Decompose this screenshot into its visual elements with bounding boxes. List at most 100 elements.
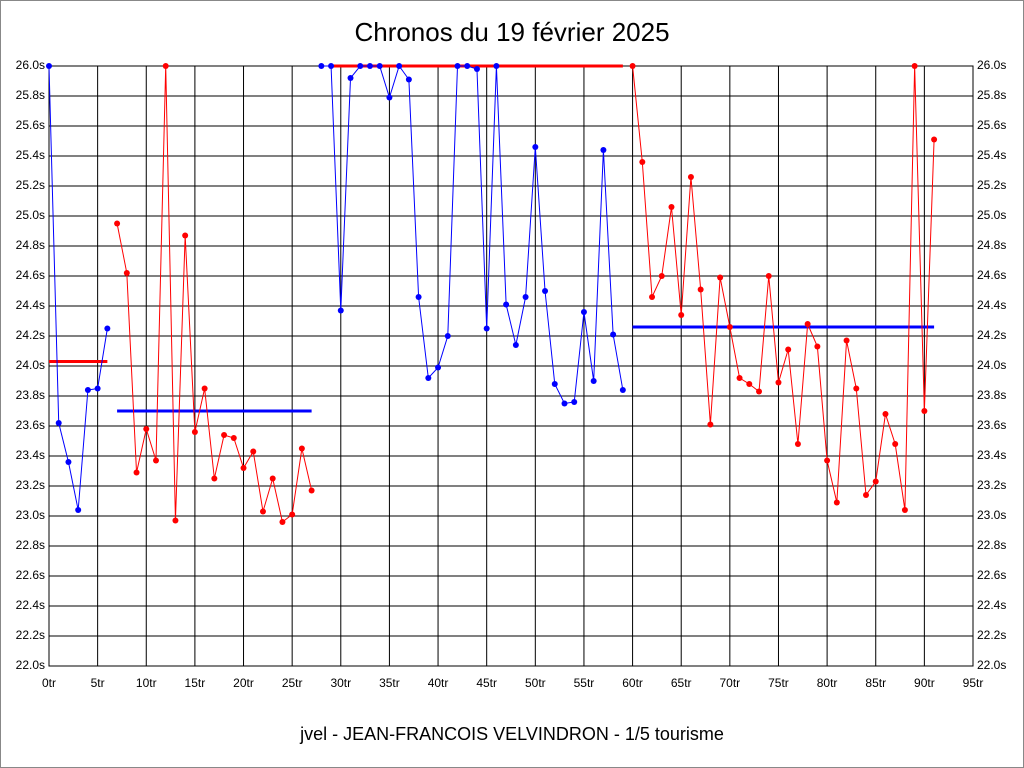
y-tick-label: 24.4s xyxy=(16,298,45,312)
data-point xyxy=(473,66,480,72)
data-point xyxy=(143,426,150,432)
data-point xyxy=(911,63,918,69)
data-point xyxy=(366,63,373,69)
data-point xyxy=(435,364,442,371)
data-point xyxy=(717,274,724,281)
x-tick-label: 15tr xyxy=(185,676,206,690)
x-tick-label: 5tr xyxy=(91,676,105,690)
data-point xyxy=(697,286,704,293)
data-point xyxy=(736,375,743,381)
y-tick-label: 22.6s xyxy=(16,568,45,582)
data-point xyxy=(357,63,364,69)
data-point xyxy=(921,408,928,414)
data-point xyxy=(172,517,179,524)
data-point xyxy=(298,445,305,452)
y-tick-label: 25.4s xyxy=(16,148,45,162)
data-point xyxy=(901,507,908,513)
data-point xyxy=(396,63,403,69)
data-point xyxy=(542,288,549,294)
y2-tick-label: 22.0s xyxy=(977,658,1006,672)
data-point xyxy=(94,385,101,392)
data-point xyxy=(259,508,266,515)
data-point xyxy=(610,331,617,338)
data-point xyxy=(211,475,218,482)
x-tick-label: 65tr xyxy=(671,676,692,690)
y-tick-label: 25.6s xyxy=(16,118,45,132)
data-point xyxy=(114,220,121,227)
data-point xyxy=(464,63,471,69)
x-tick-label: 50tr xyxy=(525,676,546,690)
y2-tick-label: 24.0s xyxy=(977,358,1006,372)
x-tick-label: 85tr xyxy=(865,676,886,690)
data-point xyxy=(376,63,383,69)
data-point xyxy=(104,325,111,332)
y-tick-label: 25.0s xyxy=(16,208,45,222)
data-point xyxy=(46,63,52,69)
data-point xyxy=(84,387,91,393)
y-tick-label: 25.2s xyxy=(16,178,45,192)
data-point xyxy=(580,309,587,315)
data-point xyxy=(415,294,422,300)
data-point xyxy=(123,270,130,276)
data-point xyxy=(328,63,335,69)
data-point xyxy=(649,294,656,300)
x-tick-label: 25tr xyxy=(282,676,303,690)
y2-tick-label: 25.6s xyxy=(977,118,1006,132)
data-point xyxy=(668,204,675,210)
data-point xyxy=(65,459,72,465)
data-point xyxy=(182,232,189,239)
data-point xyxy=(493,63,500,69)
data-point xyxy=(629,63,636,69)
data-point xyxy=(289,511,296,518)
chart-title: Chronos du 19 février 2025 xyxy=(354,17,669,47)
data-point xyxy=(639,159,646,165)
x-tick-label: 10tr xyxy=(136,676,157,690)
data-point xyxy=(483,325,490,332)
data-point xyxy=(590,378,597,384)
x-tick-label: 0tr xyxy=(42,676,56,690)
data-point xyxy=(269,475,276,482)
data-point xyxy=(561,400,568,407)
x-tick-label: 30tr xyxy=(330,676,351,690)
data-point xyxy=(931,136,938,143)
data-point xyxy=(454,63,461,69)
data-point xyxy=(746,381,753,387)
data-point xyxy=(707,421,714,428)
data-point xyxy=(386,94,393,101)
x-tick-label: 45tr xyxy=(476,676,497,690)
y-tick-label: 24.0s xyxy=(16,358,45,372)
y2-tick-label: 22.6s xyxy=(977,568,1006,582)
data-point xyxy=(133,469,140,476)
data-point xyxy=(571,399,578,405)
y2-tick-label: 23.4s xyxy=(977,448,1006,462)
data-point xyxy=(756,388,763,395)
y-tick-label: 24.2s xyxy=(16,328,45,342)
data-point xyxy=(785,346,792,353)
x-tick-label: 35tr xyxy=(379,676,400,690)
data-point xyxy=(444,333,451,339)
y-tick-label: 25.8s xyxy=(16,88,45,102)
x-tick-label: 60tr xyxy=(622,676,643,690)
data-point xyxy=(853,385,860,392)
y-tick-label: 22.0s xyxy=(16,658,45,672)
y-tick-label: 22.2s xyxy=(16,628,45,642)
y-tick-label: 23.4s xyxy=(16,448,45,462)
y2-tick-label: 22.8s xyxy=(977,538,1006,552)
data-point xyxy=(240,465,247,471)
data-point xyxy=(804,321,811,327)
data-point xyxy=(794,441,801,447)
data-point xyxy=(425,375,432,381)
y2-tick-label: 24.8s xyxy=(977,238,1006,252)
data-point xyxy=(152,457,159,464)
y2-tick-label: 26.0s xyxy=(977,58,1006,72)
data-point xyxy=(191,429,198,435)
x-tick-label: 80tr xyxy=(817,676,838,690)
y2-tick-label: 22.4s xyxy=(977,598,1006,612)
data-point xyxy=(843,337,850,344)
data-point xyxy=(318,63,325,69)
data-point xyxy=(551,381,558,387)
y2-tick-label: 24.4s xyxy=(977,298,1006,312)
data-point xyxy=(872,478,879,485)
data-point xyxy=(775,379,782,386)
data-point xyxy=(347,75,354,81)
